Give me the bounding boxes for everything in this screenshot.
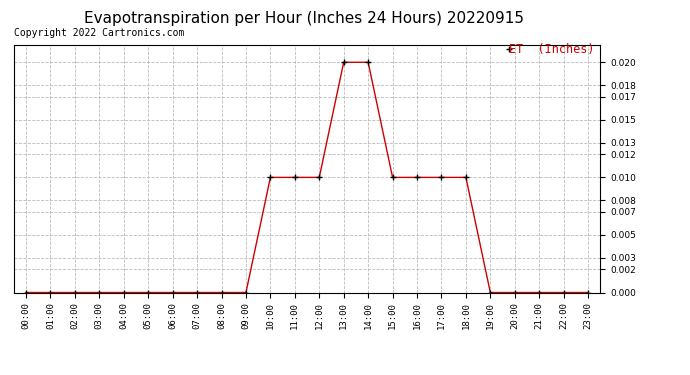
ET  (Inches) — [364, 60, 373, 64]
ET  (Inches) — [241, 290, 250, 295]
ET  (Inches) — [584, 290, 592, 295]
Legend: ET  (Inches): ET (Inches) — [509, 44, 594, 57]
ET  (Inches) — [290, 175, 299, 180]
Line: ET  (Inches): ET (Inches) — [23, 60, 591, 295]
Text: Copyright 2022 Cartronics.com: Copyright 2022 Cartronics.com — [14, 28, 184, 38]
ET  (Inches) — [388, 175, 397, 180]
ET  (Inches) — [437, 175, 446, 180]
ET  (Inches) — [119, 290, 128, 295]
ET  (Inches) — [560, 290, 568, 295]
ET  (Inches) — [462, 175, 470, 180]
ET  (Inches) — [413, 175, 421, 180]
ET  (Inches) — [217, 290, 226, 295]
ET  (Inches) — [266, 175, 275, 180]
ET  (Inches) — [486, 290, 495, 295]
ET  (Inches) — [339, 60, 348, 64]
ET  (Inches) — [168, 290, 177, 295]
ET  (Inches) — [22, 290, 30, 295]
ET  (Inches) — [511, 290, 519, 295]
ET  (Inches) — [193, 290, 201, 295]
ET  (Inches) — [535, 290, 543, 295]
ET  (Inches) — [315, 175, 324, 180]
ET  (Inches) — [71, 290, 79, 295]
Text: Evapotranspiration per Hour (Inches 24 Hours) 20220915: Evapotranspiration per Hour (Inches 24 H… — [83, 11, 524, 26]
ET  (Inches) — [46, 290, 55, 295]
ET  (Inches) — [95, 290, 104, 295]
ET  (Inches) — [144, 290, 152, 295]
